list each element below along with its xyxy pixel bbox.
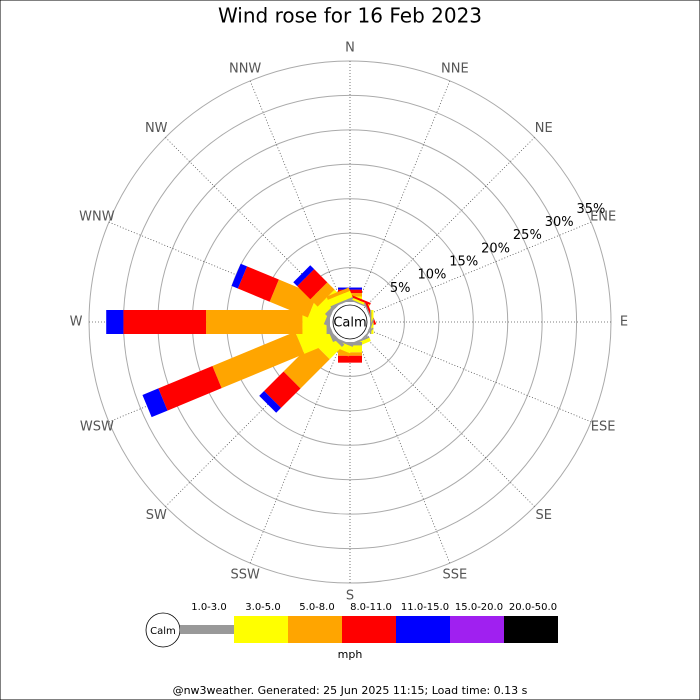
legend-label: 8.0-11.0 xyxy=(350,602,392,613)
calm-circle xyxy=(332,304,368,340)
bars xyxy=(106,263,377,418)
spoke xyxy=(249,340,343,564)
legend-swatch xyxy=(504,616,558,643)
footer: @nw3weather. Generated: 25 Jun 2025 11:1… xyxy=(173,684,528,697)
bar-segment xyxy=(283,342,330,389)
legend-label: 3.0-5.0 xyxy=(245,602,280,613)
calm-label: Calm xyxy=(333,316,366,331)
bar-segment xyxy=(142,388,168,418)
direction-label: SSW xyxy=(230,568,260,583)
legend-unit: mph xyxy=(338,648,363,661)
legend-label: 11.0-15.0 xyxy=(401,602,449,613)
ring-label: 15% xyxy=(449,255,478,270)
spoke xyxy=(368,221,592,315)
direction-label: W xyxy=(70,315,83,330)
bar-segment xyxy=(338,299,362,302)
direction-label: ENE xyxy=(590,210,616,225)
chart-title: Wind rose for 16 Feb 2023 xyxy=(218,4,482,28)
direction-label: NNE xyxy=(441,61,469,76)
bar-segment xyxy=(293,265,315,287)
legend-label: 1.0-3.0 xyxy=(191,602,226,613)
direction-label: WNW xyxy=(79,210,115,225)
spoke xyxy=(363,137,535,309)
direction-label: ESE xyxy=(591,419,616,434)
legend-label: 15.0-20.0 xyxy=(455,602,503,613)
legend-calm-label: Calm xyxy=(150,626,176,637)
ring-label: 30% xyxy=(545,215,574,230)
bar-segment xyxy=(269,279,318,318)
spoke xyxy=(165,335,337,507)
direction-label: N xyxy=(345,41,355,56)
legend-label: 20.0-50.0 xyxy=(509,602,557,613)
bar-segment xyxy=(106,310,124,334)
legend-swatch xyxy=(288,616,342,643)
bar-segment xyxy=(338,355,362,363)
spoke xyxy=(165,137,337,309)
bar-segment xyxy=(212,331,305,389)
bar-segment xyxy=(347,293,371,305)
legend-swatch xyxy=(180,625,234,634)
direction-label: NNW xyxy=(229,61,261,76)
legend-swatch xyxy=(450,616,504,643)
legend-label: 5.0-8.0 xyxy=(299,602,334,613)
bar-segment xyxy=(338,287,362,290)
bar-segment xyxy=(158,365,222,411)
direction-label: S xyxy=(346,589,354,604)
bar-segment xyxy=(346,297,370,309)
ring-label: 20% xyxy=(481,241,510,256)
direction-label: SSE xyxy=(442,568,467,583)
direction-label: SW xyxy=(146,508,167,523)
bar-segment xyxy=(259,390,282,413)
direction-label: NE xyxy=(535,121,553,136)
spoke xyxy=(357,340,451,564)
spoke xyxy=(368,329,592,423)
bar-segment xyxy=(310,282,335,307)
spoke xyxy=(357,80,451,304)
bar-segment xyxy=(338,352,362,356)
ring-label: 35% xyxy=(577,202,606,217)
bar-segment xyxy=(327,290,353,307)
spoke xyxy=(363,335,535,507)
bar-segment xyxy=(206,310,303,334)
legend-swatch xyxy=(396,616,450,643)
legend-swatch xyxy=(234,616,288,643)
direction-label: WSW xyxy=(80,419,114,434)
bar-segment xyxy=(231,263,248,289)
spoke xyxy=(108,221,332,315)
bar-segment xyxy=(237,266,279,302)
bar-segment xyxy=(264,371,301,408)
bar-segment xyxy=(123,310,207,334)
ring-label: 5% xyxy=(390,281,411,296)
spoke xyxy=(249,80,343,304)
ring-label: 10% xyxy=(417,268,446,283)
direction-label: NW xyxy=(145,121,168,136)
bar-segment xyxy=(297,269,328,300)
direction-label: SE xyxy=(536,508,552,523)
ring-label: 25% xyxy=(513,228,542,243)
direction-label: E xyxy=(620,315,628,330)
legend-swatch xyxy=(342,616,396,643)
bar-segment xyxy=(326,287,351,300)
bar-segment xyxy=(330,297,354,309)
